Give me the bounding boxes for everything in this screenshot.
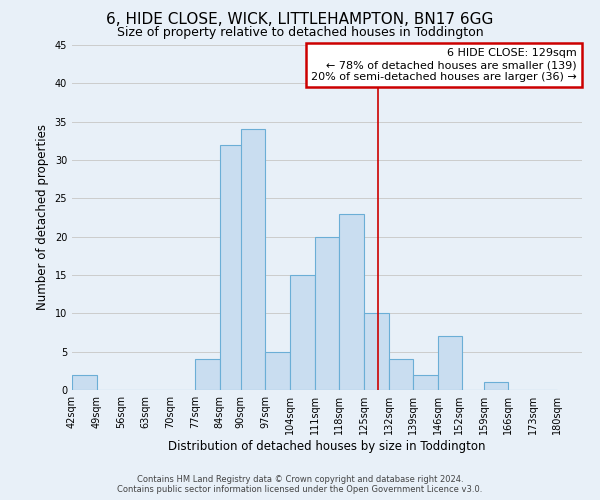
X-axis label: Distribution of detached houses by size in Toddington: Distribution of detached houses by size … [168,440,486,453]
Bar [265,352,290,390]
Text: 6, HIDE CLOSE, WICK, LITTLEHAMPTON, BN17 6GG: 6, HIDE CLOSE, WICK, LITTLEHAMPTON, BN17… [106,12,494,28]
Bar [340,214,364,390]
Bar [72,374,97,390]
Bar [364,314,389,390]
Bar [195,360,220,390]
Bar [389,360,413,390]
Text: 6 HIDE CLOSE: 129sqm
← 78% of detached houses are smaller (139)
20% of semi-deta: 6 HIDE CLOSE: 129sqm ← 78% of detached h… [311,48,577,82]
Bar [413,374,438,390]
Bar [241,130,265,390]
Bar [220,144,244,390]
Bar [438,336,463,390]
Bar [314,236,340,390]
Bar [484,382,508,390]
Text: Size of property relative to detached houses in Toddington: Size of property relative to detached ho… [116,26,484,39]
Bar [290,275,314,390]
Y-axis label: Number of detached properties: Number of detached properties [36,124,49,310]
Text: Contains HM Land Registry data © Crown copyright and database right 2024.
Contai: Contains HM Land Registry data © Crown c… [118,474,482,494]
